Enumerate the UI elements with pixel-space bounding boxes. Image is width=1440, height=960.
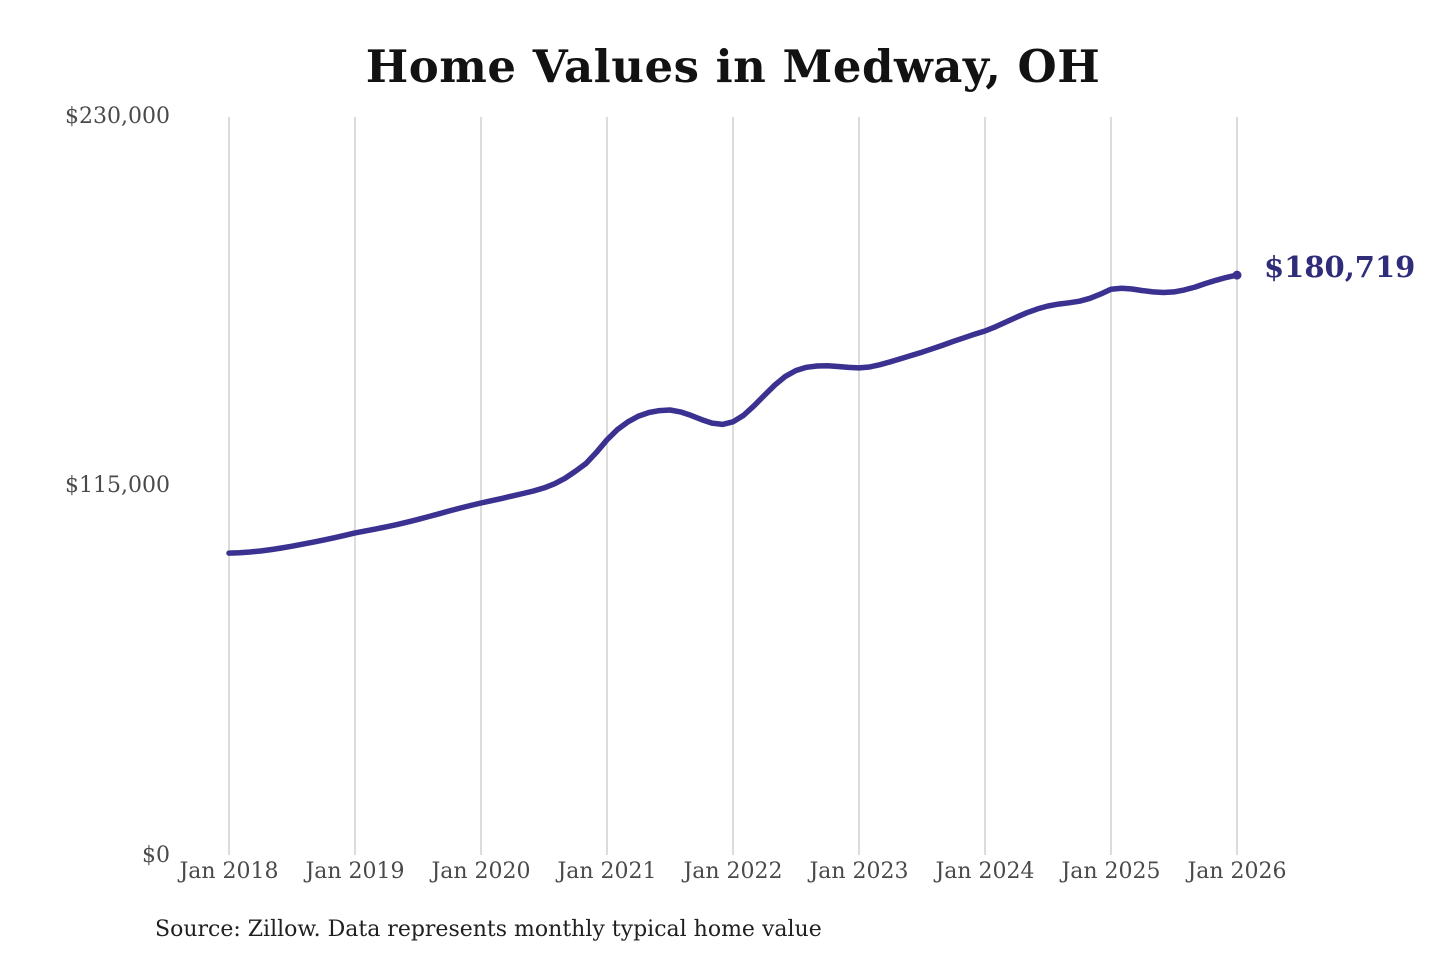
x-axis-tick-label: Jan 2021: [557, 859, 657, 884]
y-axis-tick-0: $0: [142, 843, 170, 868]
latest-value-label: $180,719: [1264, 250, 1416, 284]
series-end-dot: [1232, 270, 1242, 280]
gridlines: [228, 117, 1238, 855]
x-axis-tick-label: Jan 2025: [1061, 859, 1161, 884]
value-line: [226, 270, 1242, 556]
x-axis-tick-label: Jan 2022: [683, 859, 783, 884]
source-note: Source: Zillow. Data represents monthly …: [155, 917, 822, 942]
x-axis-tick-label: Jan 2024: [935, 859, 1035, 884]
x-axis-tick-label: Jan 2020: [431, 859, 531, 884]
x-axis-tick-label: Jan 2018: [179, 859, 279, 884]
x-axis-tick-label: Jan 2026: [1187, 859, 1287, 884]
x-axis-tick-label: Jan 2019: [305, 859, 405, 884]
chart-title: Home Values in Medway, OH: [365, 40, 1101, 93]
y-axis-tick-230000: $230,000: [65, 104, 170, 129]
y-axis-tick-115000: $115,000: [65, 473, 170, 498]
x-axis-tick-label: Jan 2023: [809, 859, 909, 884]
home-value-series-line: [226, 272, 1240, 556]
